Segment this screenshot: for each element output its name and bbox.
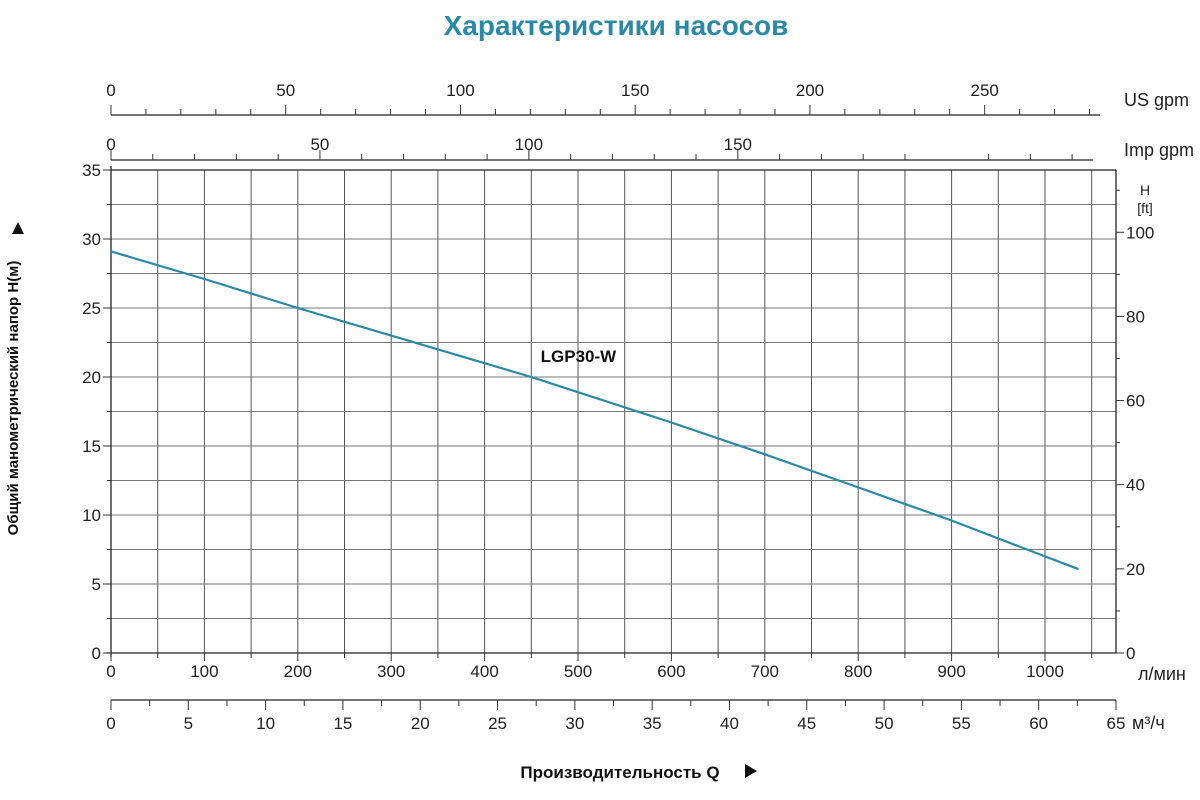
y-tick-label: 15 <box>82 437 101 456</box>
x-lmin-tick-label: 0 <box>106 662 115 681</box>
x-lmin-tick-label: 1000 <box>1026 662 1064 681</box>
axes <box>103 105 1124 710</box>
x-impgpm-unit: Imp gpm <box>1124 140 1194 160</box>
x-lmin-tick-label: 300 <box>377 662 405 681</box>
x-lmin-tick-label: 500 <box>564 662 592 681</box>
x-m3h-tick-label: 35 <box>643 714 662 733</box>
series-layer <box>109 250 1079 570</box>
x-usgpm-unit: US gpm <box>1124 90 1189 110</box>
x-lmin-tick-label: 200 <box>284 662 312 681</box>
y-tick-label: 20 <box>82 368 101 387</box>
x-axis-title-text: Производительность Q <box>520 763 719 782</box>
y2-tick-label: 40 <box>1126 476 1145 495</box>
x-lmin-tick-label: 700 <box>751 662 779 681</box>
y-tick-label: 5 <box>92 575 101 594</box>
x-usgpm-tick-label: 200 <box>796 81 824 100</box>
y2-unit-label-h: H <box>1140 182 1150 198</box>
x-impgpm-tick-label: 150 <box>724 135 752 154</box>
x-m3h-tick-label: 20 <box>411 714 430 733</box>
y2-tick-label: 20 <box>1126 560 1145 579</box>
x-m3h-tick-label: 5 <box>184 714 193 733</box>
x-lmin-tick-label: 800 <box>844 662 872 681</box>
x-usgpm-tick-label: 0 <box>106 81 115 100</box>
y2-tick-label: 0 <box>1126 644 1135 663</box>
x-usgpm-tick-label: 100 <box>446 81 474 100</box>
x-axis-title: Производительность Q <box>520 763 719 782</box>
y-tick-label: 0 <box>92 644 101 663</box>
y-tick-label: 25 <box>82 299 101 318</box>
y-tick-label: 35 <box>82 161 101 180</box>
x-m3h-tick-label: 0 <box>106 714 115 733</box>
x-m3h-tick-label: 55 <box>952 714 971 733</box>
y2-tick-label: 60 <box>1126 392 1145 411</box>
x-m3h-unit: м³/ч <box>1132 713 1165 733</box>
x-m3h-tick-label: 60 <box>1029 714 1048 733</box>
x-lmin-tick-label: 400 <box>470 662 498 681</box>
series-line <box>109 250 1079 570</box>
x-lmin-tick-label: 600 <box>657 662 685 681</box>
y-tick-label: 10 <box>82 506 101 525</box>
y-axis-title-text: Общий манометрический напор H(м) <box>5 261 22 536</box>
x-m3h-tick-label: 10 <box>256 714 275 733</box>
x-m3h-tick-label: 65 <box>1107 714 1126 733</box>
x-lmin-unit: л/мин <box>1138 664 1186 684</box>
series-label: LGP30-W <box>541 347 618 366</box>
x-impgpm-tick-label: 100 <box>515 135 543 154</box>
x-lmin-tick-label: 100 <box>190 662 218 681</box>
x-usgpm-tick-label: 250 <box>970 81 998 100</box>
y2-unit-label-ft: [ft] <box>1137 200 1153 216</box>
x-m3h-tick-label: 25 <box>488 714 507 733</box>
x-usgpm-tick-label: 150 <box>621 81 649 100</box>
x-axis-arrow-icon <box>745 764 757 778</box>
x-impgpm-tick-label: 0 <box>106 135 115 154</box>
x-m3h-tick-label: 50 <box>875 714 894 733</box>
y2-tick-label: 100 <box>1126 223 1154 242</box>
y2-tick-label: 80 <box>1126 307 1145 326</box>
y-axis-title: Общий манометрический напор H(м) <box>5 261 22 536</box>
grid-lines <box>111 170 1116 653</box>
y-axis-arrow-icon <box>12 222 24 234</box>
x-m3h-tick-label: 15 <box>333 714 352 733</box>
y-tick-label: 30 <box>82 230 101 249</box>
chart-title: Характеристики насосов <box>443 10 789 41</box>
x-m3h-tick-label: 30 <box>565 714 584 733</box>
x-lmin-tick-label: 900 <box>937 662 965 681</box>
x-usgpm-tick-label: 50 <box>276 81 295 100</box>
x-impgpm-tick-label: 50 <box>310 135 329 154</box>
x-m3h-tick-label: 45 <box>797 714 816 733</box>
x-m3h-tick-label: 40 <box>720 714 739 733</box>
